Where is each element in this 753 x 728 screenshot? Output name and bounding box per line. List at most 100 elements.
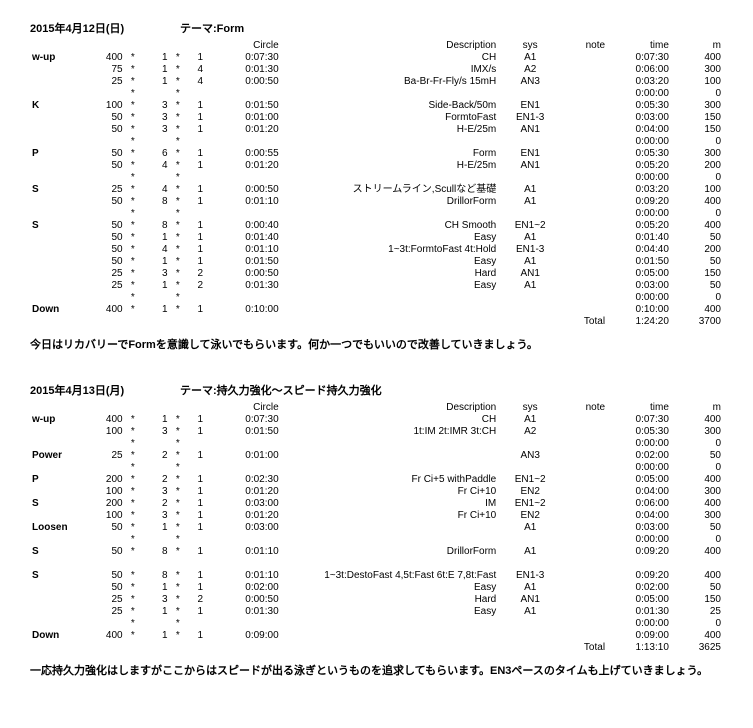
cell — [30, 462, 84, 474]
cell: 400 — [84, 414, 124, 426]
cell: 0:01:30 — [214, 606, 280, 618]
total-cell — [498, 316, 562, 328]
cell: K — [30, 100, 84, 112]
cell: 1 — [186, 474, 214, 486]
cell: Easy — [281, 232, 499, 244]
cell: * — [170, 88, 187, 100]
cell: w-up — [30, 414, 84, 426]
cell: 50 — [671, 232, 723, 244]
cell: 0:09:20 — [607, 570, 671, 582]
col-header: Circle — [214, 402, 280, 414]
cell: * — [125, 136, 142, 148]
cell — [281, 292, 499, 304]
cell: 400 — [84, 304, 124, 316]
cell: 0:07:30 — [607, 414, 671, 426]
cell: Side-Back/50m — [281, 100, 499, 112]
cell — [562, 148, 607, 160]
cell — [562, 256, 607, 268]
cell: * — [125, 100, 142, 112]
cell — [498, 136, 562, 148]
cell: 8 — [141, 546, 169, 558]
cell: 1 — [186, 232, 214, 244]
col-header — [141, 40, 169, 52]
cell: 300 — [671, 64, 723, 76]
cell — [498, 172, 562, 184]
cell — [562, 232, 607, 244]
cell: * — [125, 618, 142, 630]
cell: 0:02:30 — [214, 474, 280, 486]
col-header — [141, 402, 169, 414]
cell: 100 — [671, 184, 723, 196]
cell: * — [170, 474, 187, 486]
cell: 1 — [186, 220, 214, 232]
cell: 50 — [84, 148, 124, 160]
cell: * — [170, 136, 187, 148]
cell: 1 — [141, 582, 169, 594]
table-row: Down400*1*10:09:000:09:00400 — [30, 630, 723, 642]
cell: 50 — [671, 582, 723, 594]
cell: * — [170, 148, 187, 160]
cell: 400 — [84, 52, 124, 64]
cell: 0:05:20 — [607, 220, 671, 232]
table-row: 50*1*10:02:00EasyA10:02:0050 — [30, 582, 723, 594]
table-row: S50*8*10:01:10DrillorFormA10:09:20400 — [30, 546, 723, 558]
cell — [498, 558, 562, 570]
cell — [30, 256, 84, 268]
cell — [562, 124, 607, 136]
cell: * — [170, 220, 187, 232]
col-header: sys — [498, 40, 562, 52]
col-header: time — [607, 402, 671, 414]
cell — [30, 606, 84, 618]
cell — [562, 558, 607, 570]
cell — [562, 522, 607, 534]
session-note: 一応持久力強化はしますがここからはスピードが出る泳ぎというものを追求してもらいま… — [30, 662, 723, 678]
cell — [562, 438, 607, 450]
cell: 0:07:30 — [214, 52, 280, 64]
cell — [214, 462, 280, 474]
cell: 0 — [671, 88, 723, 100]
cell: * — [170, 268, 187, 280]
cell: 400 — [671, 414, 723, 426]
cell: 0:03:00 — [607, 112, 671, 124]
cell — [498, 534, 562, 546]
cell: 0 — [671, 292, 723, 304]
cell: * — [170, 606, 187, 618]
total-cell: Total — [562, 642, 607, 654]
cell — [281, 558, 499, 570]
col-header — [125, 40, 142, 52]
cell: * — [170, 196, 187, 208]
cell: 0:06:00 — [607, 498, 671, 510]
cell: 50 — [671, 450, 723, 462]
cell — [141, 292, 169, 304]
cell — [562, 112, 607, 124]
cell: * — [170, 426, 187, 438]
cell: 0:00:00 — [607, 618, 671, 630]
cell: 3 — [141, 426, 169, 438]
col-header — [30, 40, 84, 52]
cell: 1 — [186, 450, 214, 462]
session-date: 2015年4月13日(月) — [30, 382, 180, 398]
cell: Easy — [281, 606, 499, 618]
cell: 1 — [141, 304, 169, 316]
cell: 0 — [671, 136, 723, 148]
cell — [281, 172, 499, 184]
cell: 150 — [671, 268, 723, 280]
col-header: Description — [281, 402, 499, 414]
cell: 200 — [671, 160, 723, 172]
total-cell: 3700 — [671, 316, 723, 328]
cell: * — [125, 76, 142, 88]
cell: 150 — [671, 112, 723, 124]
cell: 25 — [671, 606, 723, 618]
table-row: 50*4*10:01:101~3t:FormtoFast 4t:HoldEN1-… — [30, 244, 723, 256]
cell: FormtoFast — [281, 112, 499, 124]
cell: 0:01:50 — [214, 256, 280, 268]
table-row: 50*1*10:01:50EasyA10:01:5050 — [30, 256, 723, 268]
cell: 3 — [141, 594, 169, 606]
cell — [84, 172, 124, 184]
cell — [562, 136, 607, 148]
cell: * — [170, 100, 187, 112]
cell: * — [125, 414, 142, 426]
cell: 0:00:00 — [607, 534, 671, 546]
cell: 50 — [84, 546, 124, 558]
cell: * — [125, 582, 142, 594]
